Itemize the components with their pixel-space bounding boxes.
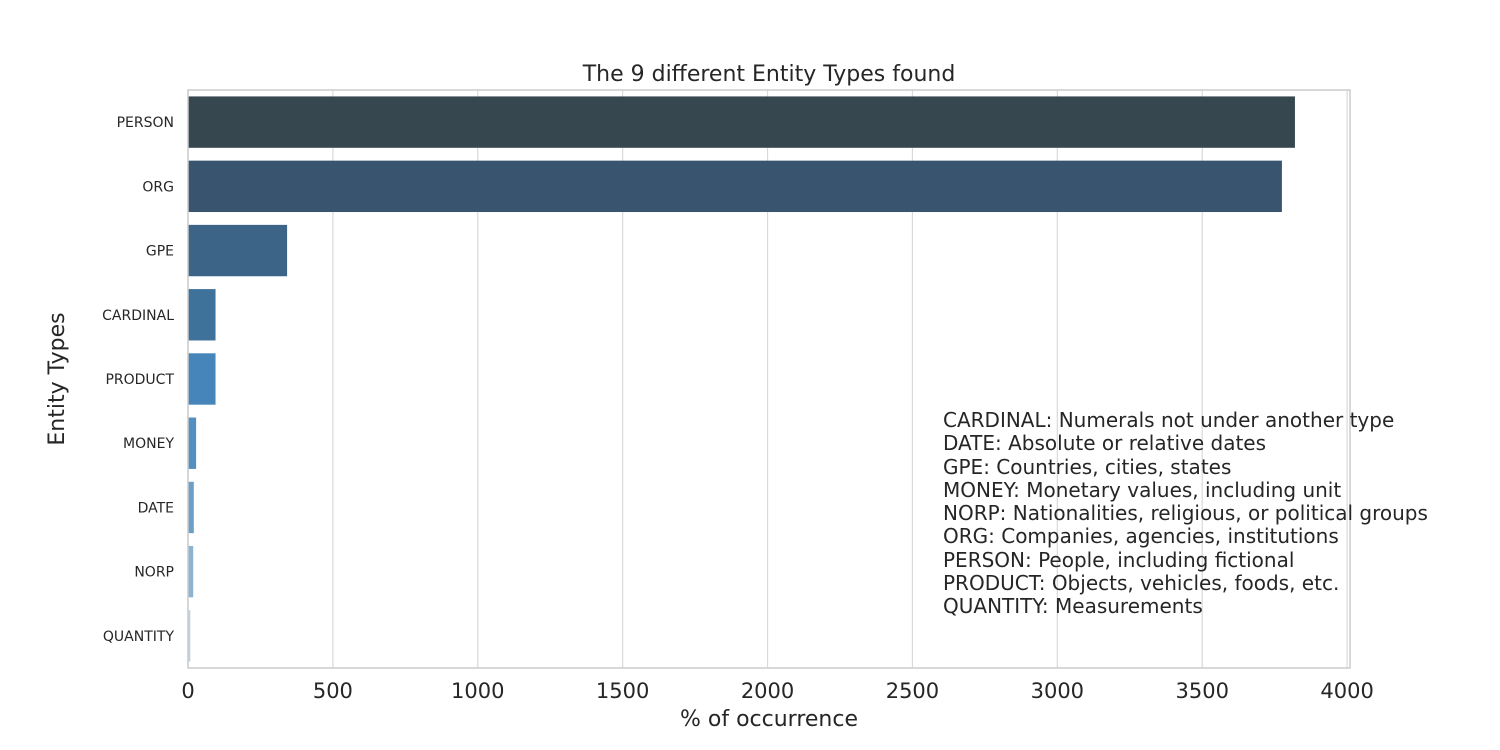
bars — [188, 96, 1295, 662]
bar-person — [188, 96, 1295, 148]
y-tick-label: NORP — [134, 565, 174, 581]
x-tick-label: 4000 — [1320, 679, 1373, 703]
y-tick-label: PERSON — [117, 115, 174, 131]
bar-product — [188, 353, 216, 405]
y-tick-label: QUANTITY — [103, 629, 175, 645]
x-tick-label: 0 — [181, 679, 194, 703]
bar-gpe — [188, 224, 288, 277]
y-axis-label: Entity Types — [45, 312, 70, 445]
annotation-line: QUANTITY: Measurements — [943, 594, 1203, 619]
y-tick-label: DATE — [138, 500, 174, 516]
x-axis-label: % of occurrence — [680, 707, 858, 732]
annotation-line: GPE: Countries, cities, states — [943, 454, 1232, 479]
annotation-line: PRODUCT: Objects, vehicles, foods, etc. — [943, 571, 1340, 596]
annotation-line: MONEY: Monetary values, including unit — [943, 477, 1342, 502]
y-tick-label: ORG — [142, 179, 174, 195]
plot-frame — [187, 89, 1351, 669]
y-tick-label: CARDINAL — [102, 308, 174, 324]
x-tick-labels: 0 500 1000 1500 2000 2500 3000 3500 4000 — [181, 679, 1374, 703]
bar-cardinal — [188, 289, 216, 341]
bar-date — [188, 481, 194, 534]
bar-quantity — [188, 610, 191, 662]
annotation-line: NORP: Nationalities, religious, or polit… — [943, 501, 1428, 526]
bar-norp — [188, 545, 194, 598]
annotation-line: ORG: Companies, agencies, institutions — [943, 524, 1339, 549]
y-tick-labels: PERSON ORG GPE CARDINAL PRODUCT MONEY DATE NORP… — [102, 115, 174, 645]
annotation-line: PERSON: People, including fictional — [943, 547, 1295, 572]
x-tick-label: 2000 — [741, 679, 794, 703]
y-tick-label: PRODUCT — [105, 372, 174, 388]
annotation-line: DATE: Absolute or relative dates — [943, 431, 1267, 456]
y-tick-label: MONEY — [123, 436, 174, 452]
x-tick-label: 3500 — [1175, 679, 1228, 703]
bar-org — [188, 160, 1282, 213]
bar-money — [188, 417, 197, 469]
x-tick-label: 1000 — [451, 679, 504, 703]
entity-type-legend-text: CARDINAL: Numerals not under another typ… — [943, 408, 1428, 619]
chart-title: The 9 different Entity Types found — [582, 62, 956, 87]
x-tick-label: 500 — [313, 679, 353, 703]
x-tick-label: 1500 — [596, 679, 649, 703]
x-tick-label: 2500 — [886, 679, 939, 703]
y-tick-label: GPE — [146, 244, 174, 260]
annotation-line: CARDINAL: Numerals not under another typ… — [943, 408, 1395, 432]
x-tick-label: 3000 — [1031, 679, 1084, 703]
